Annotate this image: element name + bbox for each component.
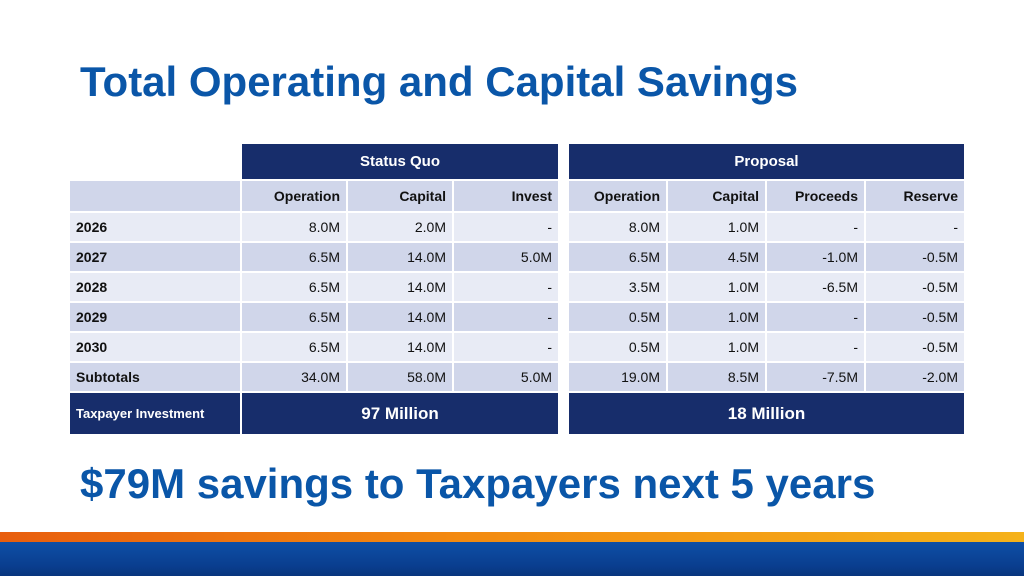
group-header-row: Status Quo xyxy=(70,144,559,179)
table-cell: 14.0M xyxy=(348,243,452,271)
proposal-table: Proposal Operation Capital Proceeds Rese… xyxy=(567,142,966,436)
year-column-header xyxy=(70,181,240,211)
table-cell: -1.0M xyxy=(767,243,864,271)
footer-band xyxy=(0,532,1024,576)
table-cell: -2.0M xyxy=(866,363,964,391)
table-cell: 6.5M xyxy=(242,243,346,271)
row-label: Subtotals xyxy=(70,363,240,391)
column-header-reserve: Reserve xyxy=(866,181,964,211)
table-cell: -0.5M xyxy=(866,243,964,271)
proposal-header: Proposal xyxy=(569,144,964,179)
table-cell: 6.5M xyxy=(242,273,346,301)
column-header-proceeds: Proceeds xyxy=(767,181,864,211)
table-cell: 5.0M xyxy=(454,363,559,391)
table-cell: 0.5M xyxy=(569,333,666,361)
table-cell: 14.0M xyxy=(348,273,452,301)
row-label: 2030 xyxy=(70,333,240,361)
footer-blue-stripe xyxy=(0,542,1024,576)
table-cell: 2.0M xyxy=(348,213,452,241)
footer-orange-stripe xyxy=(0,532,1024,542)
table-cell: 6.5M xyxy=(242,303,346,331)
slide-title: Total Operating and Capital Savings xyxy=(80,58,798,105)
table-cell: 34.0M xyxy=(242,363,346,391)
table-row: 0.5M 1.0M - -0.5M xyxy=(569,303,964,331)
table-row: 6.5M 4.5M -1.0M -0.5M xyxy=(569,243,964,271)
subtotal-row: 19.0M 8.5M -7.5M -2.0M xyxy=(569,363,964,391)
table-cell: 6.5M xyxy=(242,333,346,361)
table-cell: -6.5M xyxy=(767,273,864,301)
table-cell: -0.5M xyxy=(866,333,964,361)
column-header-row: Operation Capital Proceeds Reserve xyxy=(569,181,964,211)
subtotal-row: Subtotals 34.0M 58.0M 5.0M xyxy=(70,363,559,391)
table-row: 0.5M 1.0M - -0.5M xyxy=(569,333,964,361)
taxpayer-investment-row: 18 Million xyxy=(569,393,964,434)
table-cell: - xyxy=(767,333,864,361)
table-cell: 8.0M xyxy=(569,213,666,241)
table-cell: 3.5M xyxy=(569,273,666,301)
table-cell: -0.5M xyxy=(866,303,964,331)
table-cell: 5.0M xyxy=(454,243,559,271)
table-cell: 1.0M xyxy=(668,273,765,301)
table-row: 2030 6.5M 14.0M - xyxy=(70,333,559,361)
table-cell: 19.0M xyxy=(569,363,666,391)
table-cell: 8.0M xyxy=(242,213,346,241)
row-label: 2027 xyxy=(70,243,240,271)
table-cell: -7.5M xyxy=(767,363,864,391)
table-row: 2026 8.0M 2.0M - xyxy=(70,213,559,241)
status-quo-header: Status Quo xyxy=(242,144,559,179)
savings-tagline: $79M savings to Taxpayers next 5 years xyxy=(80,460,876,507)
taxpayer-investment-row: Taxpayer Investment 97 Million xyxy=(70,393,559,434)
table-cell: - xyxy=(767,213,864,241)
table-cell: 14.0M xyxy=(348,303,452,331)
status-quo-total: 97 Million xyxy=(242,393,559,434)
table-cell: 6.5M xyxy=(569,243,666,271)
column-header-invest: Invest xyxy=(454,181,559,211)
table-row: 8.0M 1.0M - - xyxy=(569,213,964,241)
table-cell: - xyxy=(866,213,964,241)
table-cell: -0.5M xyxy=(866,273,964,301)
proposal-total: 18 Million xyxy=(569,393,964,434)
column-header-row: Operation Capital Invest xyxy=(70,181,559,211)
row-label: 2028 xyxy=(70,273,240,301)
table-cell: 0.5M xyxy=(569,303,666,331)
status-quo-table: Status Quo Operation Capital Invest 2026… xyxy=(68,142,560,436)
column-header-operation: Operation xyxy=(569,181,666,211)
table-cell: - xyxy=(454,333,559,361)
table-row: 2027 6.5M 14.0M 5.0M xyxy=(70,243,559,271)
row-label: 2029 xyxy=(70,303,240,331)
column-header-operation: Operation xyxy=(242,181,346,211)
column-header-capital: Capital xyxy=(348,181,452,211)
taxpayer-investment-label: Taxpayer Investment xyxy=(70,393,240,434)
table-cell: 14.0M xyxy=(348,333,452,361)
table-cell: - xyxy=(454,273,559,301)
table-cell: - xyxy=(454,213,559,241)
table-row: 2028 6.5M 14.0M - xyxy=(70,273,559,301)
table-row: 3.5M 1.0M -6.5M -0.5M xyxy=(569,273,964,301)
table-cell: 1.0M xyxy=(668,303,765,331)
column-header-capital: Capital xyxy=(668,181,765,211)
table-row: 2029 6.5M 14.0M - xyxy=(70,303,559,331)
table-cell: - xyxy=(454,303,559,331)
table-cell: - xyxy=(767,303,864,331)
table-cell: 58.0M xyxy=(348,363,452,391)
table-cell: 1.0M xyxy=(668,333,765,361)
table-cell: 4.5M xyxy=(668,243,765,271)
row-label: 2026 xyxy=(70,213,240,241)
blank-corner-cell xyxy=(70,144,240,179)
group-header-row: Proposal xyxy=(569,144,964,179)
table-cell: 1.0M xyxy=(668,213,765,241)
table-cell: 8.5M xyxy=(668,363,765,391)
